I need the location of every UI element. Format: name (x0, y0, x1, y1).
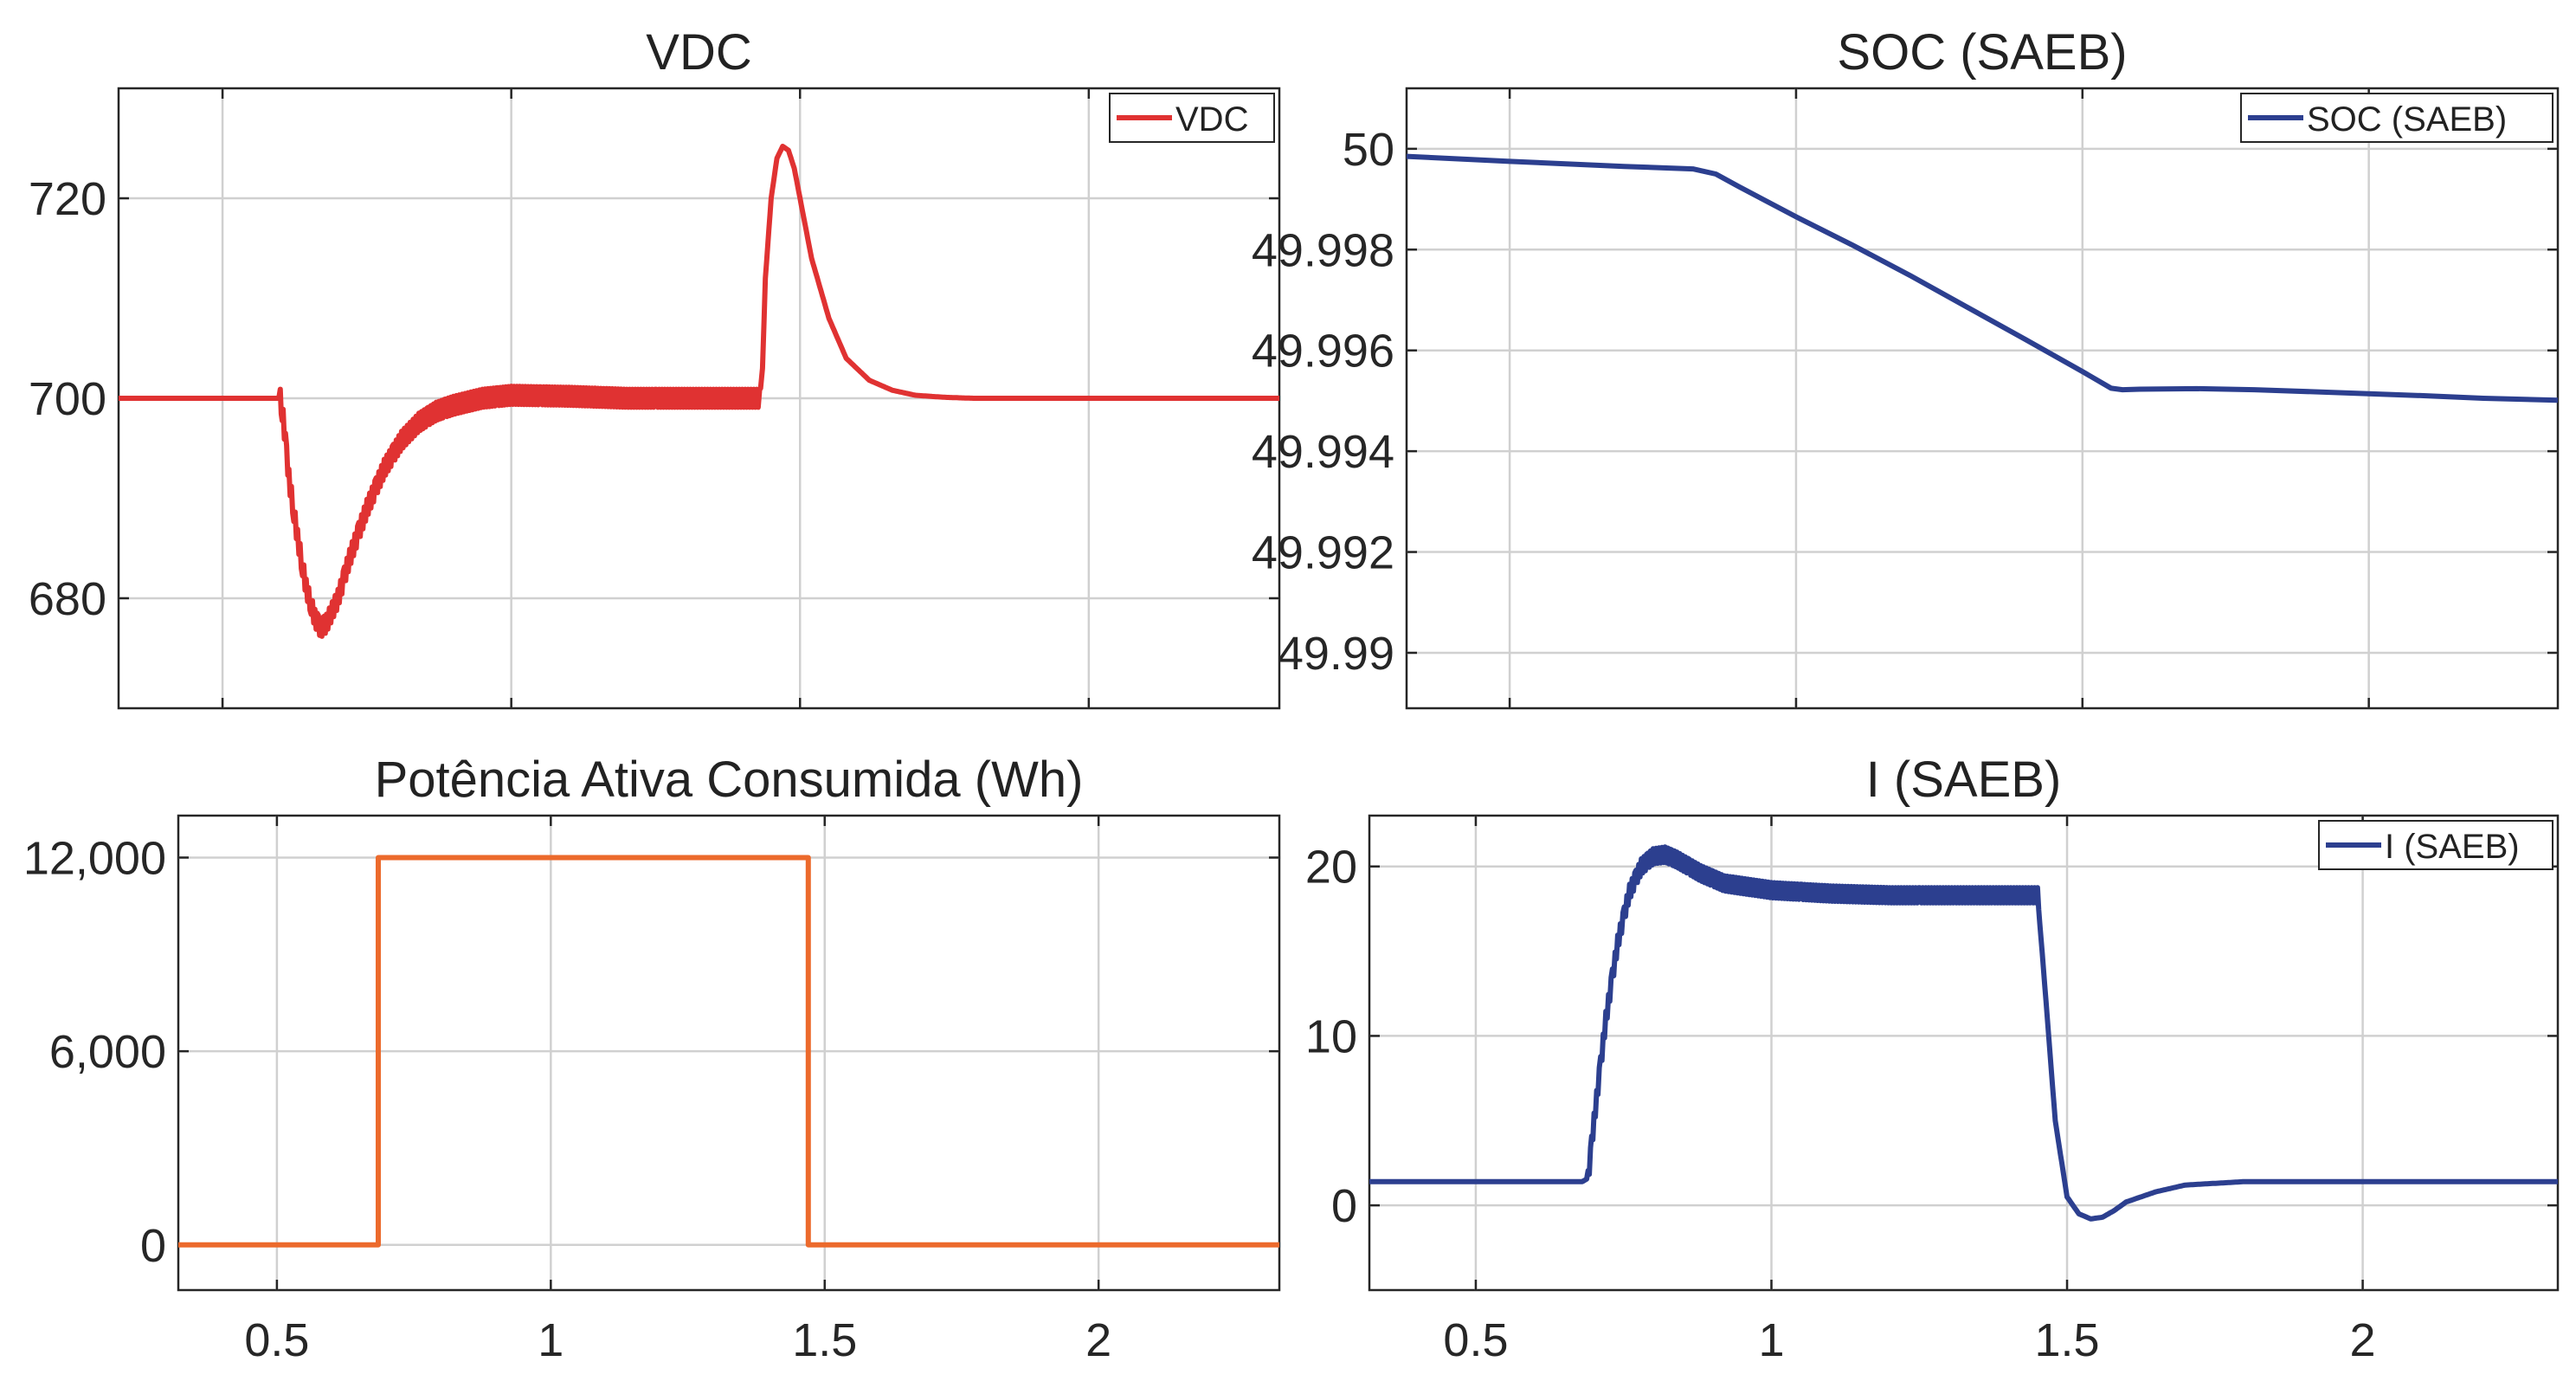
y-tick-label: 680 (29, 573, 106, 625)
y-tick-label: 20 (1305, 842, 1357, 894)
x-tick-label: 0.5 (1443, 1314, 1508, 1366)
x-tick-label: 2 (1085, 1314, 1111, 1366)
chart-title: I (SAEB) (1866, 752, 2062, 808)
series-line-i_saeb (1369, 844, 2558, 1222)
x-tick-label: 1.5 (792, 1314, 857, 1366)
y-tick-label: 720 (29, 173, 106, 225)
x-tick-label: 1 (1758, 1314, 1784, 1366)
x-tick-label: 2 (2350, 1314, 2376, 1366)
axes-soc (1405, 87, 2560, 710)
y-tick-label: 12,000 (23, 832, 166, 884)
y-tick-label: 49.996 (1252, 326, 1394, 378)
y-tick-label: 49.994 (1252, 426, 1394, 478)
y-tick-label: 0 (140, 1220, 166, 1272)
series-line-vdc (119, 144, 1279, 639)
legend-label: I (SAEB) (2385, 828, 2520, 866)
y-tick-label: 49.998 (1252, 224, 1394, 276)
legend-label: SOC (SAEB) (2307, 100, 2507, 139)
x-tick-label: 1 (538, 1314, 564, 1366)
chart-i_saeb: 0 10 20 0.5 1 1.5 2 I (SAEB) I (SAEB) (1305, 752, 2560, 1366)
y-tick-label: 10 (1305, 1010, 1357, 1062)
chart-title: Potência Ativa Consumida (Wh) (375, 752, 1084, 808)
chart-title: VDC (646, 24, 751, 81)
chart-title: SOC (SAEB) (1837, 24, 2127, 81)
series-line-potencia (178, 855, 1279, 1248)
chart-vdc: 680 700 720 VDC VDC (29, 24, 1281, 710)
chart-soc: 49.99 49.992 49.994 49.996 49.998 50 SOC (SAEB… (1252, 24, 2560, 710)
y-tick-label: 0 (1331, 1180, 1357, 1232)
y-tick-label: 49.99 (1278, 628, 1394, 680)
series-line-soc (1407, 153, 2558, 403)
legend-label: VDC (1175, 100, 1248, 139)
x-tick-label: 0.5 (244, 1314, 309, 1366)
y-tick-label: 50 (1343, 124, 1394, 176)
y-tick-label: 6,000 (49, 1026, 166, 1078)
y-tick-label: 49.992 (1252, 527, 1394, 579)
x-tick-label: 1.5 (2035, 1314, 2100, 1366)
axes-potencia (177, 814, 1281, 1292)
chart-potencia: 0 6,000 12,000 0.5 1 1.5 2 Potência Ativa Consu… (23, 752, 1281, 1366)
y-tick-label: 700 (29, 373, 106, 425)
